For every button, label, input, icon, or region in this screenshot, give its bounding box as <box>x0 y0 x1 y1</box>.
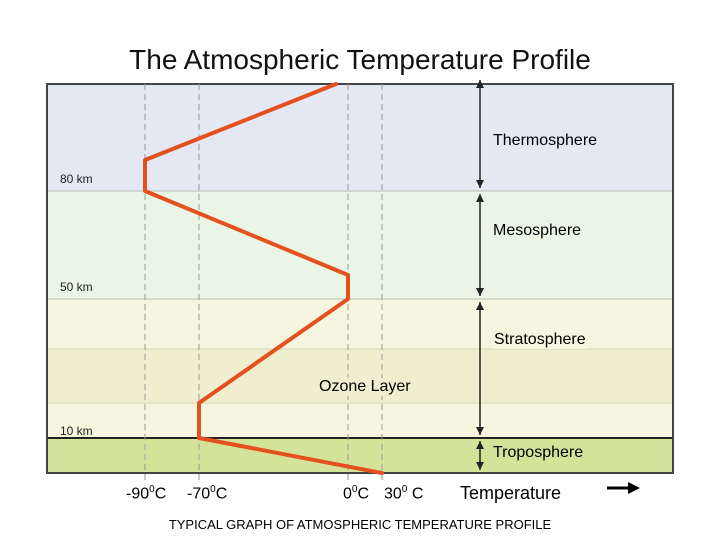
x-axis-title: Temperature <box>460 483 562 503</box>
layer-label-stratosphere: Stratosphere <box>494 331 586 349</box>
tick-label-minus-90: -900C <box>126 484 167 503</box>
stratosphere-lower-band <box>47 403 673 438</box>
arrow-heads <box>476 80 484 470</box>
layer-label-troposphere: Troposphere <box>493 444 584 462</box>
layer-label-thermosphere: Thermosphere <box>493 132 598 150</box>
altitude-label-50km: 50 km <box>60 280 93 294</box>
layer-label-mesosphere: Mesosphere <box>493 222 582 240</box>
figure-caption: TYPICAL GRAPH OF ATMOSPHERIC TEMPERATURE… <box>168 517 552 532</box>
mesosphere-band <box>47 191 673 299</box>
tick-label-30: 300 C <box>384 484 424 503</box>
tick-label-minus-70: -700C <box>187 484 228 503</box>
page-title: The Atmospheric Temperature Profile <box>129 44 591 75</box>
altitude-label-10km: 10 km <box>60 424 93 438</box>
diagram-frame <box>46 83 674 474</box>
tick-label-0: 00C <box>343 484 370 503</box>
altitude-label-80km: 80 km <box>60 172 93 186</box>
temperature-profile-line <box>143 82 384 475</box>
layer-label-ozone: Ozone Layer <box>319 378 411 396</box>
temperature-arrow-head <box>628 482 640 494</box>
